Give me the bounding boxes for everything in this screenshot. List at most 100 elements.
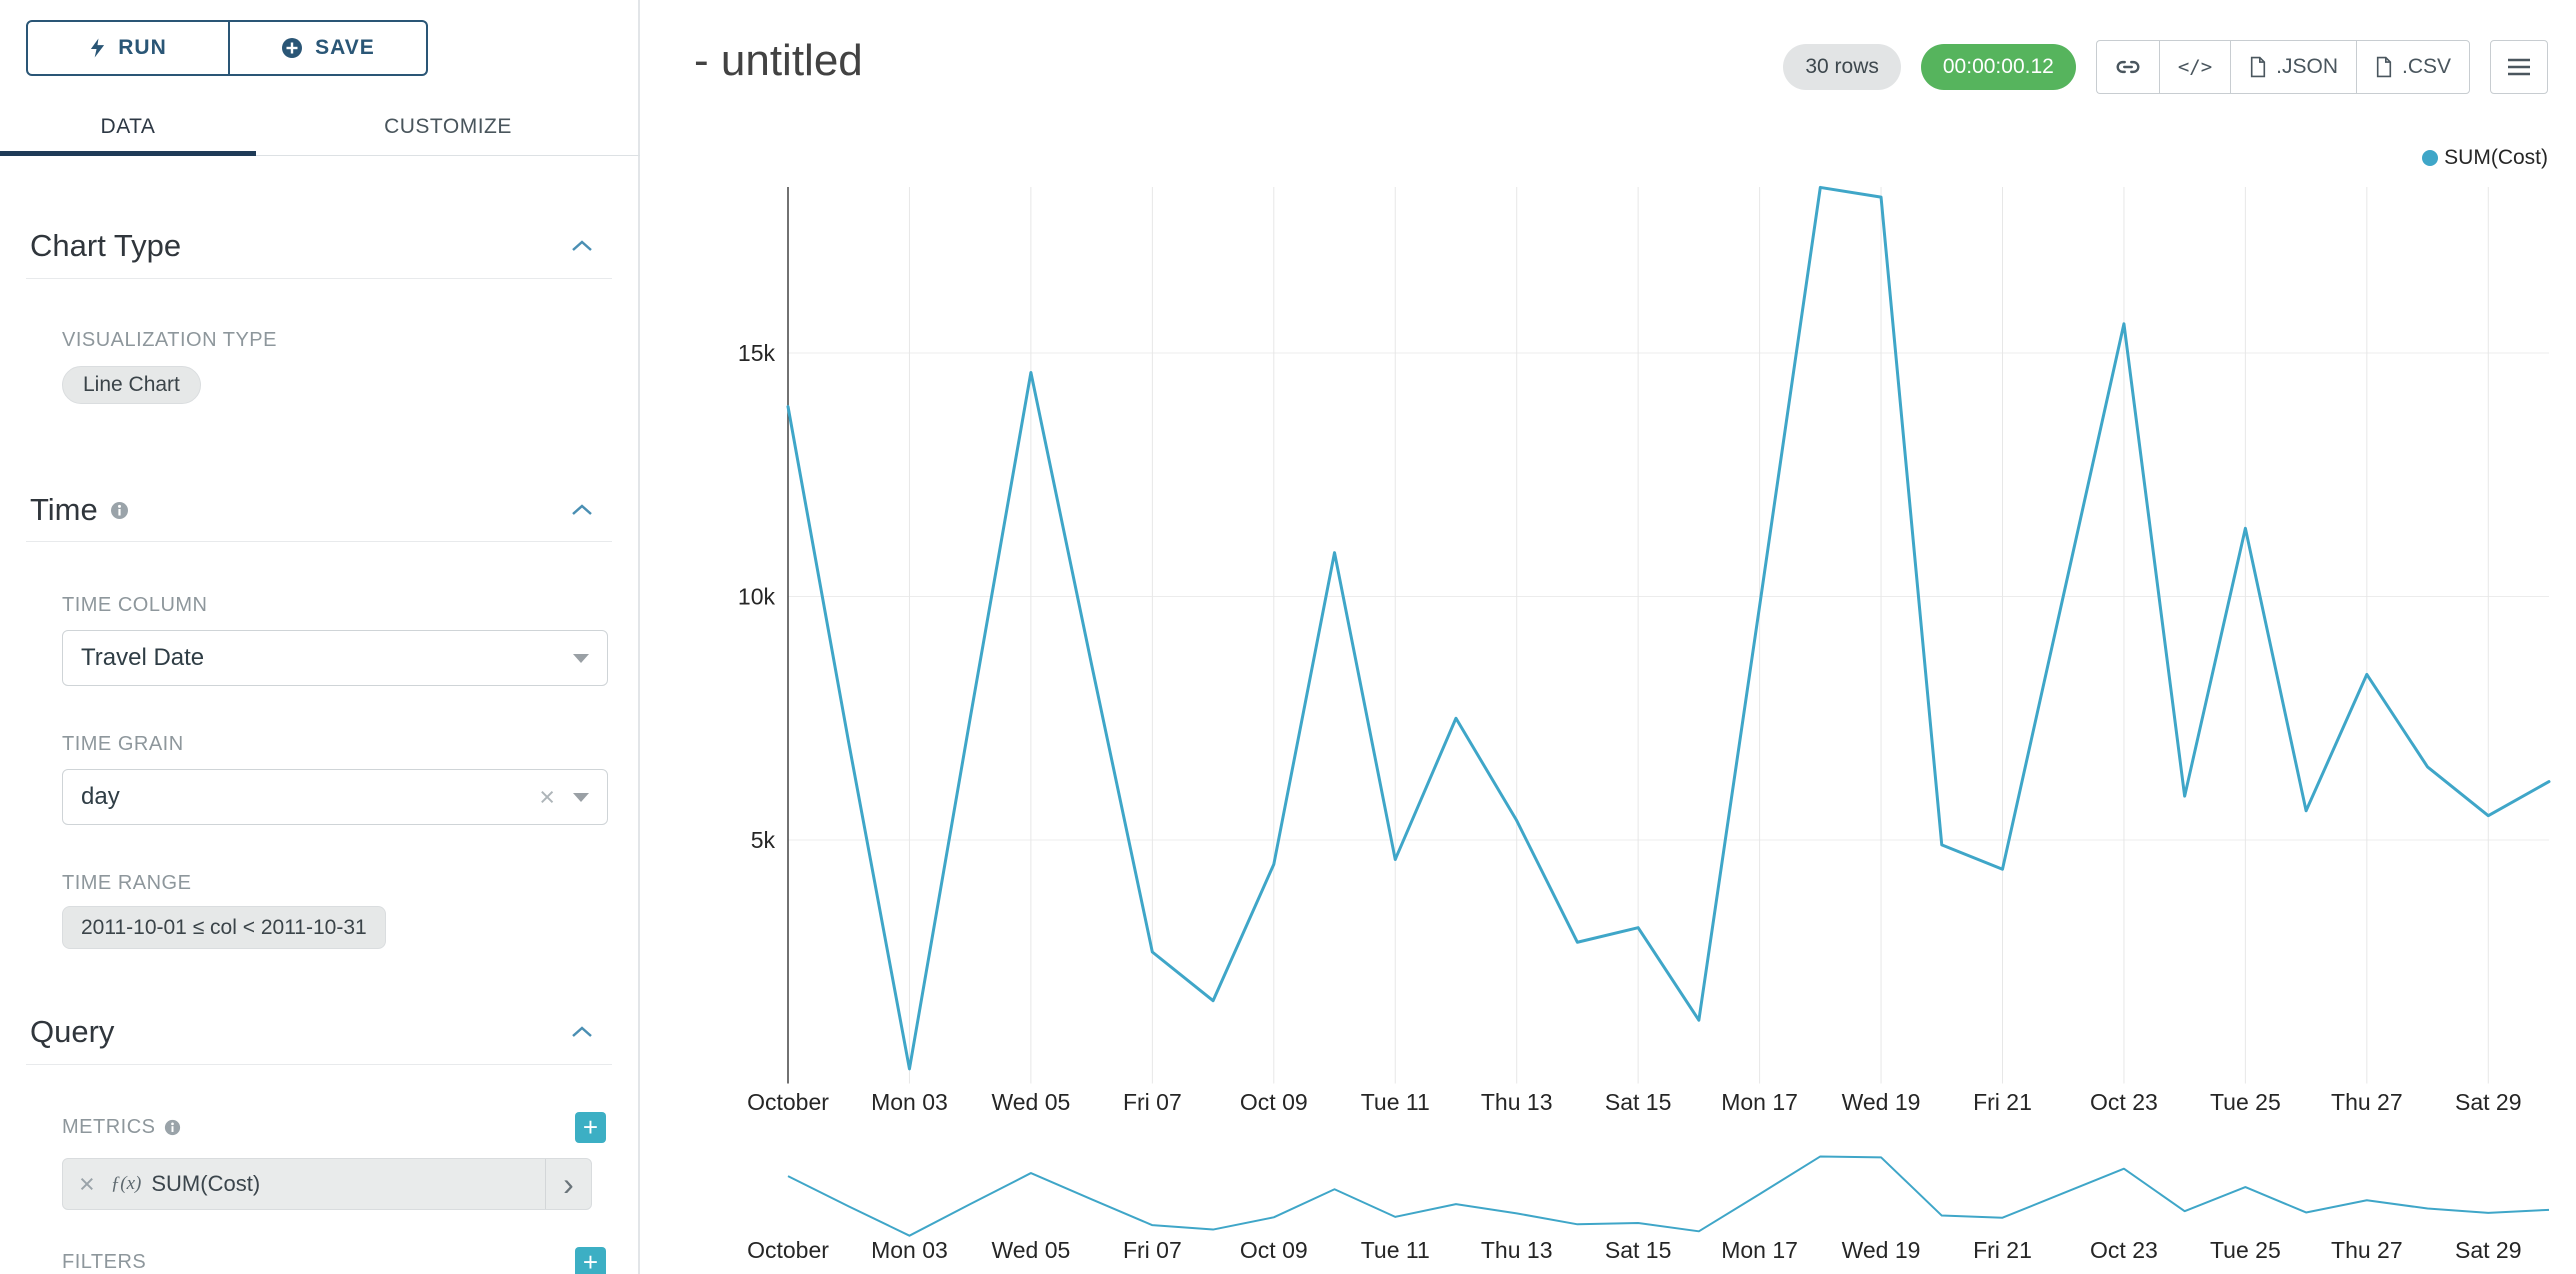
section-divider [26,1064,612,1065]
code-icon: </> [2177,56,2213,78]
caret-down-icon [573,792,589,802]
filters-row: FILTERS + [62,1246,606,1274]
svg-text:Sat 15: Sat 15 [1605,1237,1672,1263]
metrics-label-text: METRICS [62,1115,156,1138]
svg-text:Thu 27: Thu 27 [2331,1237,2403,1263]
info-icon [110,501,128,519]
time-range-text: 2011-10-01 ≤ col < 2011-10-31 [81,915,367,939]
clear-icon[interactable]: × [539,781,555,812]
row-count-badge: 30 rows [1783,44,1901,90]
svg-text:Thu 13: Thu 13 [1481,1237,1553,1263]
svg-text:Sat 15: Sat 15 [1605,1089,1672,1115]
share-link-button[interactable] [2095,40,2159,94]
legend-dot [2422,150,2439,166]
export-json-label: .JSON [2276,55,2338,78]
time-grain-value: day [81,783,120,810]
link-icon [2116,60,2140,74]
chevron-up-icon[interactable] [570,239,594,253]
svg-text:Oct 09: Oct 09 [1240,1089,1308,1115]
export-json-button[interactable]: .JSON [2230,40,2356,94]
line-chart[interactable]: 5k 10k 15k October Mon 03 Wed 05 Fri 07 Oct 09 T… [642,0,2576,1274]
chevron-up-icon[interactable] [570,1025,594,1039]
metrics-row: METRICS + [62,1110,606,1144]
section-divider [26,541,612,542]
sidebar-tabs: DATA CUSTOMIZE [0,99,640,156]
section-divider [26,278,612,279]
view-query-button[interactable]: </> [2158,40,2231,94]
section-chart-type-title: Chart Type [30,228,182,263]
section-query-header[interactable]: Query [30,1014,594,1050]
svg-text:Fri 21: Fri 21 [1973,1237,2032,1263]
svg-text:October: October [747,1237,829,1263]
export-button-group: </> .JSON .CSV [2095,40,2470,94]
svg-text:Fri 07: Fri 07 [1123,1237,1182,1263]
time-grain-select[interactable]: day × [62,769,608,825]
svg-text:Wed 05: Wed 05 [991,1237,1070,1263]
svg-text:Mon 17: Mon 17 [1721,1237,1798,1263]
chart-menu-button[interactable] [2490,40,2548,94]
export-csv-button[interactable]: .CSV [2355,40,2470,94]
svg-text:Tue 25: Tue 25 [2210,1089,2281,1115]
svg-text:15k: 15k [738,340,776,366]
svg-text:Wed 19: Wed 19 [1842,1237,1921,1263]
svg-text:Tue 11: Tue 11 [1361,1089,1430,1115]
time-grain-label: TIME GRAIN [62,733,184,755]
tab-customize-label: CUSTOMIZE [384,115,512,138]
explore-sidebar: RUN SAVE DATA CUSTOMIZE Chart Type [0,0,640,1274]
svg-text:10k: 10k [738,584,776,610]
svg-text:Thu 13: Thu 13 [1481,1089,1553,1115]
svg-text:Fri 21: Fri 21 [1973,1089,2032,1115]
metric-token[interactable]: × ƒ(x) SUM(Cost) › [62,1158,592,1210]
metrics-label: METRICS [62,1116,181,1139]
save-button[interactable]: SAVE [230,20,428,76]
run-button-label: RUN [118,36,167,59]
bolt-icon [91,38,105,58]
svg-text:Sat 29: Sat 29 [2455,1237,2522,1263]
file-json-icon [2251,56,2266,78]
svg-text:5k: 5k [751,827,776,853]
chart-panel: - untitled 30 rows 00:00:00.12 </> [642,0,2576,1274]
chart-title[interactable]: - untitled [694,36,863,85]
legend-label: SUM(Cost) [2444,146,2548,169]
svg-text:Oct 23: Oct 23 [2090,1089,2158,1115]
plus-circle-icon [282,38,303,58]
svg-text:Fri 07: Fri 07 [1123,1089,1182,1115]
time-column-value: Travel Date [81,644,205,671]
svg-text:Wed 19: Wed 19 [1842,1089,1921,1115]
time-column-label: TIME COLUMN [62,594,208,616]
function-icon: ƒ(x) [110,1173,142,1194]
section-chart-type-header[interactable]: Chart Type [30,228,594,264]
metric-name: SUM(Cost) [151,1171,261,1196]
filters-label: FILTERS [62,1250,147,1273]
chevron-up-icon[interactable] [570,503,594,517]
query-timer-badge: 00:00:00.12 [1920,44,2076,90]
menu-icon [2508,58,2530,76]
section-time-header[interactable]: Time [30,492,594,528]
chart-legend[interactable]: SUM(Cost) [2422,146,2548,170]
file-csv-icon [2376,56,2392,78]
info-icon [164,1119,180,1135]
svg-text:Mon 17: Mon 17 [1721,1089,1798,1115]
tab-customize[interactable]: CUSTOMIZE [256,99,640,155]
svg-text:October: October [747,1089,829,1115]
svg-text:Thu 27: Thu 27 [2331,1089,2403,1115]
save-button-label: SAVE [315,36,375,59]
time-range-value[interactable]: 2011-10-01 ≤ col < 2011-10-31 [62,906,386,949]
svg-text:Oct 09: Oct 09 [1240,1237,1308,1263]
svg-text:Sat 29: Sat 29 [2455,1089,2522,1115]
section-time-title: Time [30,492,98,527]
time-range-label: TIME RANGE [62,872,192,894]
time-column-select[interactable]: Travel Date [62,630,608,686]
add-metric-button[interactable]: + [575,1111,606,1143]
tab-data[interactable]: DATA [0,99,256,156]
visualization-type-value[interactable]: Line Chart [62,366,201,404]
svg-text:Tue 11: Tue 11 [1361,1237,1430,1263]
export-csv-label: .CSV [2401,55,2451,78]
header-controls: 30 rows 00:00:00.12 </> [1783,40,2548,94]
remove-metric-icon[interactable]: × [79,1168,95,1199]
chevron-right-icon[interactable]: › [545,1159,591,1209]
svg-text:Wed 05: Wed 05 [991,1089,1070,1115]
svg-text:Oct 23: Oct 23 [2090,1237,2158,1263]
run-button[interactable]: RUN [26,20,230,76]
add-filter-button[interactable]: + [575,1246,606,1274]
